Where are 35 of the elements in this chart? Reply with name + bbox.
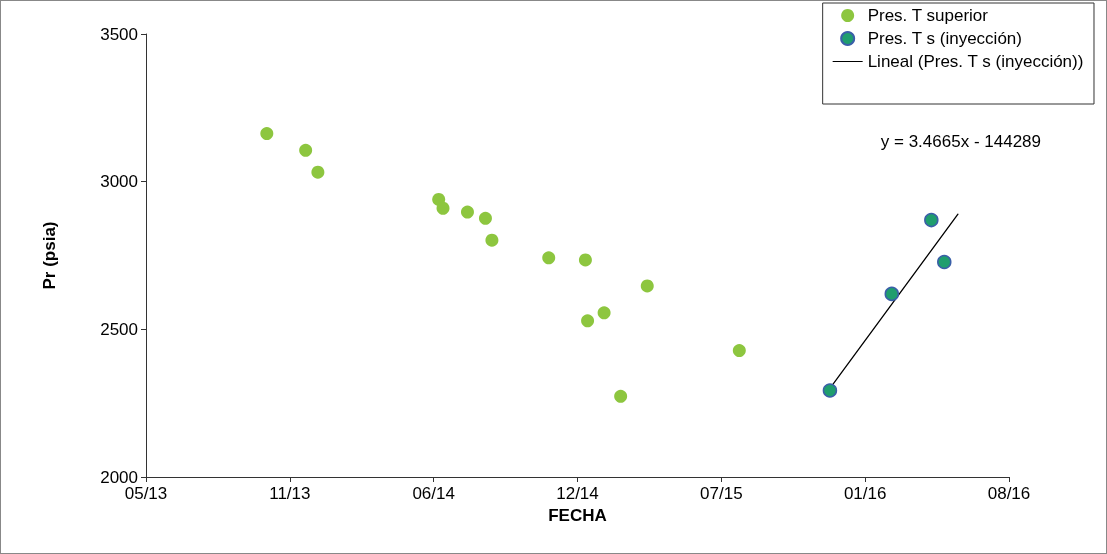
point [478, 211, 492, 225]
point [260, 127, 274, 141]
x-tick-label: 12/14 [556, 484, 599, 503]
point [436, 201, 450, 215]
y-tick-label: 2000 [100, 467, 138, 487]
x-tick-label: 08/16 [987, 484, 1031, 503]
x-tick-label: 11/13 [269, 484, 311, 503]
point [614, 389, 628, 403]
point [597, 306, 611, 320]
x-tick-label: 07/15 [700, 484, 743, 503]
legend-label: Pres. T s (inyección) [867, 29, 1022, 48]
y-tick-label: 3000 [100, 172, 138, 192]
point [299, 143, 313, 157]
point [311, 165, 325, 179]
point [937, 254, 952, 270]
point [924, 212, 939, 228]
x-tick-label: 01/16 [843, 484, 887, 503]
x-tick-label: 05/13 [124, 484, 168, 503]
y-axis-title: Pr (psia) [40, 221, 59, 290]
point [884, 286, 900, 302]
point [485, 233, 499, 247]
annotation: y = 3.4665x - 144289 [880, 132, 1042, 151]
point [581, 314, 595, 328]
point [460, 205, 474, 219]
y-tick-label: 2500 [100, 319, 138, 339]
x-axis-title: FECHA [548, 505, 607, 525]
point [640, 279, 654, 293]
legend-label: Lineal (Pres. T s (inyección)) [867, 52, 1084, 71]
point [542, 251, 556, 265]
y-tick-label: 3500 [100, 24, 138, 44]
x-tick-label: 06/14 [412, 484, 455, 503]
legend-label: Pres. T superior [867, 6, 989, 25]
point [578, 253, 592, 267]
point [822, 383, 838, 398]
point [732, 344, 746, 358]
